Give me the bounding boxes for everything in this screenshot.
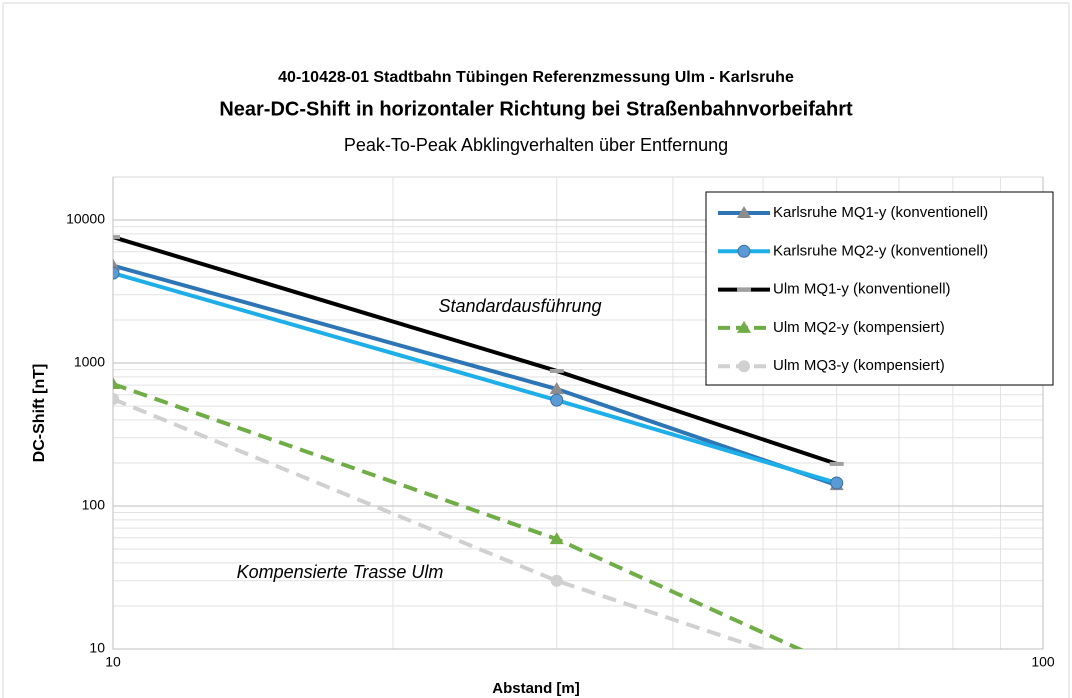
marker	[113, 235, 120, 240]
marker	[549, 532, 564, 545]
marker	[113, 393, 119, 406]
y-tick-label: 10	[89, 640, 105, 656]
legend-label: Ulm MQ1-y (konventionell)	[773, 281, 951, 298]
legend-label: Ulm MQ3-y (kompensiert)	[773, 357, 945, 374]
marker	[829, 461, 844, 466]
marker	[549, 382, 564, 395]
y-axis-title: DC-Shift [nT]	[31, 364, 48, 463]
chart-subtitle: Peak-To-Peak Abklingverhalten über Entfe…	[344, 135, 728, 155]
legend-label: Karlsruhe MQ1-y (konventionell)	[773, 204, 988, 221]
chart-subtitle: Near-DC-Shift in horizontaler Richtung b…	[219, 98, 853, 120]
marker	[550, 393, 564, 407]
y-tick-label: 100	[82, 497, 106, 513]
marker	[737, 206, 751, 218]
marker	[737, 244, 751, 258]
legend-label: Karlsruhe MQ2-y (konventionell)	[773, 242, 988, 259]
marker	[549, 368, 564, 373]
x-tick-label: 10	[105, 654, 121, 670]
marker	[830, 476, 844, 490]
chart-title: 40-10428-01 Stadtbahn Tübingen Referenzm…	[278, 69, 794, 86]
series-line	[113, 397, 769, 649]
marker	[737, 320, 751, 333]
marker	[737, 287, 751, 292]
y-tick-label: 10000	[66, 211, 105, 227]
legend-label: Ulm MQ2-y (kompensiert)	[773, 319, 945, 336]
marker	[113, 266, 120, 280]
x-tick-label: 100	[1031, 654, 1055, 670]
marker	[738, 360, 750, 373]
marker	[550, 574, 563, 587]
marker	[113, 377, 120, 390]
annotation: Standardausführung	[438, 296, 601, 316]
x-axis-title: Abstand [m]	[492, 680, 580, 697]
annotation: Kompensierte Trasse Ulm	[237, 562, 444, 582]
y-tick-label: 1000	[74, 354, 105, 370]
